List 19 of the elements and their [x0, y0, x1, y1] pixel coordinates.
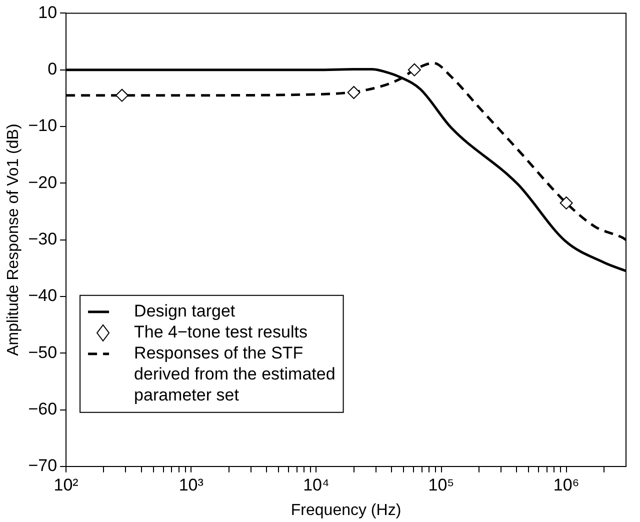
legend-label: Design target: [134, 302, 236, 321]
x-tick-label: 10⁶: [553, 475, 580, 494]
y-tick-label: 0: [48, 60, 58, 79]
legend-label: The 4−tone test results: [134, 322, 308, 342]
x-tick-label: 10⁴: [303, 475, 330, 494]
y-tick-label: −50: [28, 342, 58, 362]
y-tick-label: −40: [28, 286, 58, 306]
x-tick-label: 10³: [178, 475, 204, 494]
x-tick-label: 10⁵: [428, 475, 454, 494]
y-tick-label: −20: [28, 172, 58, 192]
y-axis-title: Amplitude Response of Vo1 (dB): [5, 124, 22, 356]
x-tick-label: 10²: [54, 475, 79, 494]
y-tick-label: −10: [28, 116, 58, 136]
y-tick-label: 10: [38, 2, 58, 22]
legend-label: Responses of the STF derived from the estimated parameter set: [134, 344, 336, 405]
y-tick-label: −60: [28, 399, 58, 418]
y-tick-label: −30: [28, 229, 58, 248]
y-tick-label: −70: [28, 456, 58, 476]
x-axis-title: Frequency (Hz): [290, 502, 402, 519]
